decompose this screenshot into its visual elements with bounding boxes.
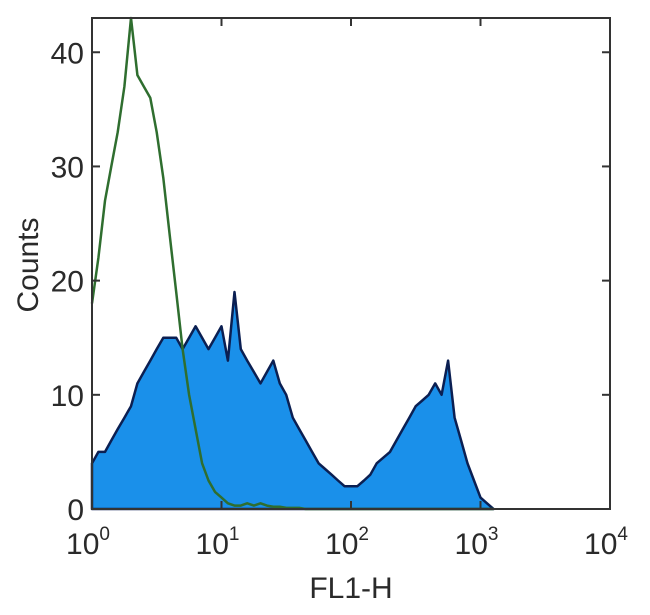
x-axis-title: FL1-H	[309, 572, 392, 605]
histogram-filled-area	[90, 290, 495, 511]
series-layer	[90, 16, 495, 511]
y-tick-label: 30	[51, 151, 84, 184]
x-tick-label: 101	[196, 524, 240, 561]
y-tick-label: 0	[67, 494, 84, 527]
y-tick-label: 40	[51, 37, 84, 70]
y-tick-label: 10	[51, 380, 84, 413]
y-axis-title: Counts	[12, 217, 45, 312]
x-tick-label: 100	[66, 524, 110, 561]
x-tick-label: 103	[455, 524, 499, 561]
x-tick-label: 104	[584, 524, 628, 561]
x-tick-label: 102	[325, 524, 369, 561]
tick-layer: 0 10 20 30 40 100 101 102 103 104	[51, 18, 628, 561]
y-tick-label: 20	[51, 266, 84, 299]
